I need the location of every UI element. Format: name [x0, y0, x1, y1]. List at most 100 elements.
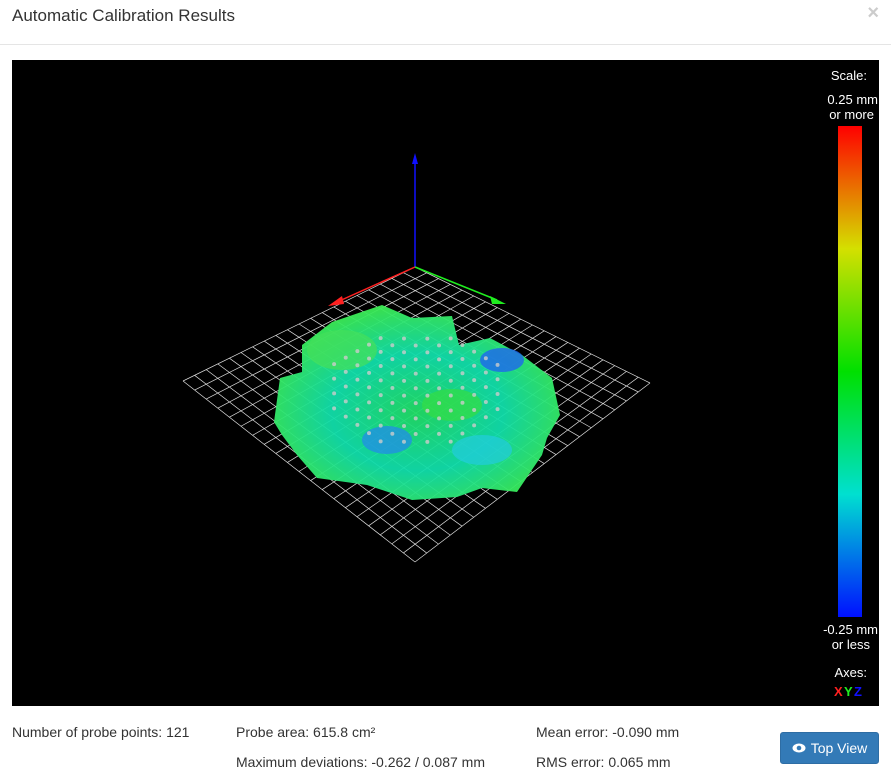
probe-points: [332, 336, 500, 444]
probe-point: [402, 424, 407, 429]
probe-point: [413, 343, 418, 348]
probe-point: [483, 356, 488, 361]
probe-point: [378, 393, 383, 398]
probe-point: [437, 343, 442, 348]
max-deviation-text: Maximum deviations: -0.262 / 0.087 mm: [236, 754, 485, 770]
probe-point: [367, 415, 372, 420]
probe-point: [460, 371, 465, 376]
probe-point: [332, 391, 337, 396]
probe-point: [355, 422, 360, 427]
probe-point: [413, 431, 418, 436]
scale-top: 0.25 mm: [827, 92, 878, 107]
probe-point: [448, 364, 453, 369]
probe-point: [390, 431, 395, 436]
probe-point: [460, 385, 465, 390]
probe-point: [355, 363, 360, 368]
probe-point: [472, 363, 477, 368]
axis-y-label: Y: [844, 684, 853, 699]
y-arrow: [490, 296, 506, 304]
probe-point: [378, 349, 383, 354]
probe-point: [367, 356, 372, 361]
probe-point: [448, 408, 453, 413]
probe-point: [402, 408, 407, 413]
probe-point: [472, 423, 477, 428]
probe-point: [355, 392, 360, 397]
probe-point: [425, 378, 430, 383]
probe-point: [378, 408, 383, 413]
modal-title: Automatic Calibration Results: [12, 6, 235, 25]
probe-point: [367, 370, 372, 375]
z-arrow: [412, 153, 418, 164]
probe-point: [355, 377, 360, 382]
probe-point: [448, 393, 453, 398]
close-button[interactable]: ×: [867, 2, 879, 24]
probe-point: [402, 350, 407, 355]
scale-label: Scale:: [831, 68, 867, 83]
probe-point: [460, 415, 465, 420]
probe-point: [378, 363, 383, 368]
button-label: Top View: [810, 740, 868, 756]
probe-point: [425, 408, 430, 413]
color-scale: [838, 126, 862, 617]
probe-point: [378, 336, 383, 341]
probe-point: [472, 349, 477, 354]
probe-point: [402, 378, 407, 383]
probe-point: [448, 439, 453, 444]
probe-point: [460, 356, 465, 361]
probe-point: [437, 386, 442, 391]
probe-point: [413, 401, 418, 406]
probe-point: [495, 377, 500, 382]
x-arrow: [328, 296, 344, 306]
probe-point: [390, 343, 395, 348]
probe-point: [402, 364, 407, 369]
probe-point: [343, 399, 348, 404]
probe-point: [355, 407, 360, 412]
probe-point: [425, 350, 430, 355]
probe-point: [437, 371, 442, 376]
probe-point: [437, 401, 442, 406]
probe-point: [367, 342, 372, 347]
probe-point: [495, 362, 500, 367]
surface-patch: [307, 330, 377, 370]
probe-point: [495, 392, 500, 397]
probe-point: [460, 343, 465, 348]
x-axis: [336, 266, 416, 303]
probe-point: [367, 431, 372, 436]
axis-x-label: X: [834, 684, 843, 699]
probe-point: [448, 350, 453, 355]
probe-point: [343, 384, 348, 389]
grid-line: [182, 380, 416, 563]
probe-point: [425, 424, 430, 429]
probe-point: [343, 355, 348, 360]
probe-point: [483, 370, 488, 375]
probe-point: [355, 349, 360, 354]
probe-point: [367, 400, 372, 405]
probe-point: [413, 386, 418, 391]
probe-point: [413, 371, 418, 376]
probe-point: [472, 392, 477, 397]
probe-point: [332, 376, 337, 381]
top-view-button[interactable]: Top View: [780, 732, 879, 764]
probe-point: [425, 393, 430, 398]
probe-point: [332, 362, 337, 367]
probe-point: [390, 385, 395, 390]
surface-patch: [452, 435, 512, 465]
surface-patch: [362, 426, 412, 454]
probe-point: [483, 385, 488, 390]
probe-point: [425, 439, 430, 444]
probe-point: [401, 336, 406, 341]
probe-point: [448, 423, 453, 428]
probe-point: [460, 431, 465, 436]
probe-point: [448, 336, 453, 341]
probe-point: [483, 400, 488, 404]
calibration-plot: Scale: 0.25 mm or more -0.25 mm or less …: [182, 68, 878, 699]
probe-point: [413, 357, 418, 362]
modal-header: Automatic Calibration Results ×: [0, 0, 891, 45]
probe-point: [495, 407, 500, 412]
probe-point: [343, 414, 348, 419]
axes-label: Axes:: [834, 665, 867, 680]
probe-point: [437, 357, 442, 362]
rms-error-text: RMS error: 0.065 mm: [536, 754, 671, 770]
probe-point: [448, 378, 453, 383]
